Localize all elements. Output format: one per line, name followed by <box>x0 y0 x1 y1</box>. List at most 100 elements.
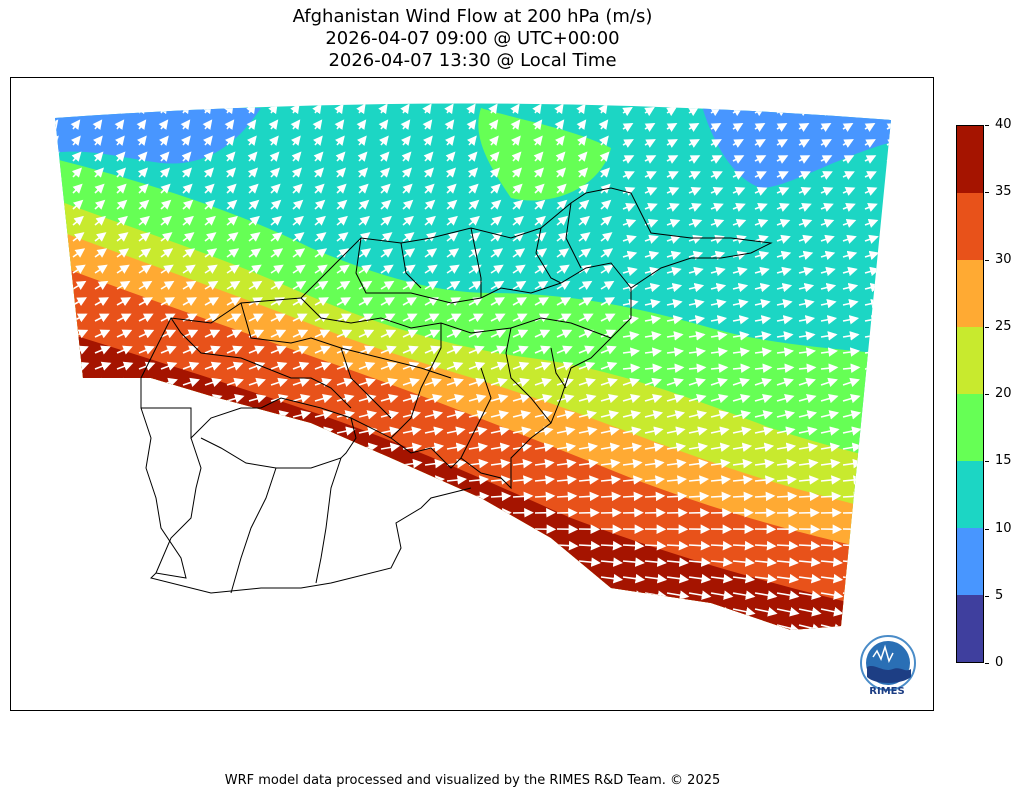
wind-arrow <box>798 393 817 404</box>
wind-arrow <box>909 318 924 321</box>
colorbar-tick-label: 35 <box>995 184 1012 200</box>
wind-arrow <box>94 297 109 307</box>
wind-arrow <box>270 442 291 453</box>
wind-arrow <box>335 151 346 162</box>
wind-arrow <box>776 171 789 180</box>
wind-arrow <box>71 167 83 178</box>
wind-arrow <box>710 331 728 341</box>
wind-arrow <box>490 410 510 420</box>
wind-arrow <box>226 345 243 355</box>
wind-arrow <box>358 199 370 210</box>
wind-arrow <box>116 623 140 630</box>
wind-arrow <box>820 106 831 117</box>
wind-arrow <box>93 135 103 146</box>
wind-arrow <box>226 377 244 387</box>
wind-arrow <box>710 623 734 630</box>
wind-arrow <box>909 286 923 289</box>
wind-arrow <box>644 491 666 502</box>
wind-arrow <box>909 156 919 161</box>
wind-arrow <box>358 248 372 258</box>
wind-arrow <box>270 607 294 617</box>
wind-arrow <box>490 199 502 210</box>
wind-arrow <box>886 234 891 244</box>
wind-arrow <box>356 103 366 115</box>
wind-arrow <box>710 393 729 404</box>
wind-arrow <box>312 103 322 115</box>
wind-arrow <box>114 119 125 130</box>
wind-arrow <box>424 573 448 584</box>
wind-arrow <box>72 442 93 453</box>
wind-arrow <box>55 280 65 290</box>
wind-arrow <box>116 297 131 307</box>
wind-arrow <box>909 577 930 580</box>
wind-arrow <box>490 426 510 436</box>
wind-arrow <box>380 232 393 242</box>
wind-arrow <box>556 590 580 600</box>
wind-arrow <box>204 573 228 584</box>
wind-arrow <box>380 540 403 551</box>
wind-arrow <box>270 540 293 551</box>
colorbar-bin-30-35 <box>957 193 983 260</box>
wind-arrow <box>380 393 399 404</box>
wind-arrow <box>444 103 454 115</box>
wind-arrow <box>732 139 744 148</box>
wind-arrow <box>776 410 796 420</box>
wind-arrow <box>313 135 323 146</box>
wind-arrow <box>622 590 646 600</box>
wind-arrow <box>820 491 842 502</box>
wind-arrow <box>94 540 117 551</box>
wind-arrow <box>666 363 685 373</box>
wind-arrow <box>423 167 435 178</box>
wind-arrow <box>710 557 733 567</box>
wind-arrow <box>488 103 498 115</box>
wind-arrow <box>886 428 891 434</box>
wind-arrow <box>533 151 544 162</box>
wind-arrow <box>909 545 929 546</box>
wind-arrow <box>490 280 505 290</box>
wind-arrow <box>732 393 751 404</box>
wind-arrow <box>776 475 797 485</box>
wind-arrow <box>534 607 558 617</box>
wind-arrow <box>599 135 609 146</box>
wind-arrow <box>226 297 241 307</box>
wind-arrow <box>336 426 356 436</box>
wind-arrow <box>534 410 554 420</box>
wind-arrow <box>864 410 884 420</box>
wind-arrow <box>886 592 891 598</box>
wind-arrow <box>446 540 469 551</box>
wind-arrow <box>600 607 624 617</box>
wind-arrow <box>533 135 543 146</box>
wind-arrow <box>512 475 533 485</box>
wind-arrow <box>842 607 866 617</box>
wind-arrow <box>666 187 680 196</box>
wind-arrow <box>94 623 118 630</box>
wind-arrow <box>490 475 511 485</box>
wind-arrow <box>776 540 799 551</box>
wind-arrow <box>490 623 514 630</box>
wind-arrow <box>314 573 338 584</box>
wind-arrow <box>776 266 792 277</box>
wind-arrow <box>55 475 71 485</box>
wind-arrow <box>116 442 137 453</box>
wind-arrow <box>886 301 891 306</box>
wind-arrow <box>754 139 766 148</box>
wind-arrow <box>666 331 684 341</box>
wind-arrow <box>160 313 176 323</box>
wind-arrow <box>358 475 379 485</box>
wind-arrow <box>94 361 112 371</box>
wind-arrow <box>380 442 401 453</box>
wind-arrow <box>314 607 338 617</box>
wind-arrow <box>55 607 74 617</box>
wind-arrow <box>290 103 300 115</box>
wind-arrow <box>754 282 771 293</box>
wind-arrow <box>622 106 633 117</box>
wind-arrow <box>94 183 105 194</box>
wind-arrow <box>909 396 925 401</box>
wind-arrow <box>886 218 891 228</box>
wind-arrow <box>204 248 218 258</box>
wind-arrow <box>622 155 635 164</box>
wind-arrow <box>248 215 260 226</box>
wind-arrow <box>446 573 470 584</box>
wind-arrow <box>336 345 353 355</box>
wind-arrow <box>599 151 610 162</box>
